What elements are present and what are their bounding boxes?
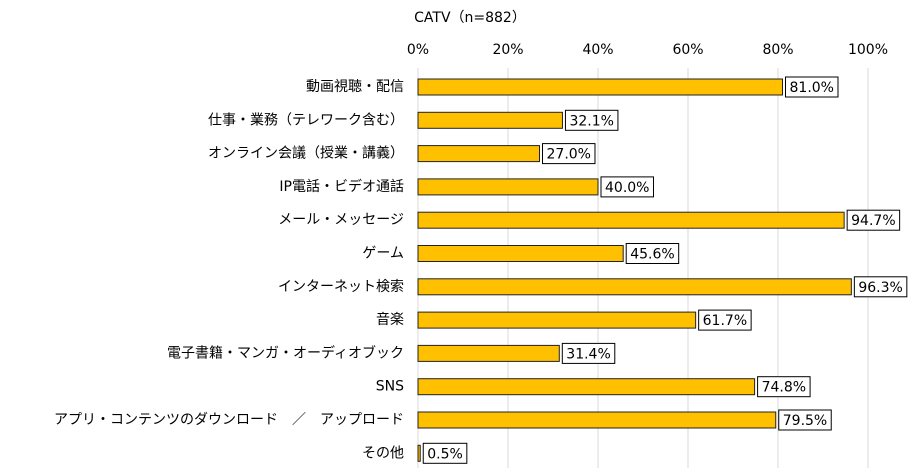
- y-tick-label: 動画視聴・配信: [306, 79, 404, 95]
- x-tick-label: 40%: [582, 42, 613, 58]
- bar: [417, 145, 540, 163]
- data-label-box: [698, 309, 752, 331]
- data-label: 61.7%: [703, 313, 747, 329]
- data-label: 94.7%: [851, 213, 895, 229]
- bar: [417, 211, 845, 229]
- bar: [417, 378, 756, 396]
- y-tick-label: 仕事・業務（テレワーク含む）: [208, 112, 404, 128]
- y-tick-label: SNS: [376, 379, 404, 395]
- data-label-box: [785, 76, 839, 98]
- data-label-box: [853, 276, 908, 298]
- data-label-box: [846, 209, 901, 231]
- data-label-box: [564, 109, 619, 131]
- data-label-box: [625, 243, 680, 264]
- data-label: 0.5%: [427, 446, 463, 462]
- x-tick-label: 20%: [492, 42, 523, 58]
- bar: [417, 245, 624, 262]
- data-label: 96.3%: [858, 280, 902, 296]
- y-tick-label: オンライン会議（授業・講義）: [208, 145, 404, 162]
- bar: [417, 444, 421, 462]
- y-tick-label: IP電話・ビデオ通話: [279, 178, 404, 195]
- x-tick-label: 80%: [762, 42, 793, 58]
- data-label-box: [600, 176, 654, 198]
- data-label-box: [778, 409, 832, 431]
- data-label-box: [757, 376, 811, 398]
- chart-title: CATV（n=882）: [414, 10, 526, 26]
- data-label: 81.0%: [790, 80, 834, 96]
- y-tick-label: その他: [362, 445, 404, 461]
- data-label: 45.6%: [630, 247, 674, 263]
- data-label: 40.0%: [605, 180, 649, 196]
- data-label: 79.5%: [783, 413, 827, 429]
- data-label: 27.0%: [547, 147, 591, 163]
- bar: [417, 411, 777, 429]
- y-tick-label: インターネット検索: [278, 278, 404, 295]
- data-label-box: [542, 143, 596, 165]
- y-tick-label: アプリ・コンテンツのダウンロード ／ アップロード: [54, 412, 404, 428]
- bar: [417, 278, 852, 296]
- y-tick-label: メール・メッセージ: [278, 212, 404, 228]
- y-tick-label: 音楽: [376, 311, 404, 328]
- data-label: 32.1%: [569, 113, 613, 129]
- data-label: 74.8%: [762, 380, 806, 396]
- x-tick-label: 60%: [672, 42, 703, 58]
- data-label-box: [561, 342, 616, 364]
- bar: [417, 311, 697, 329]
- y-tick-label: 電子書籍・マンガ・オーディオブック: [167, 344, 404, 361]
- y-tick-label: ゲーム: [362, 246, 404, 262]
- x-tick-label: 0%: [407, 42, 429, 58]
- data-label: 31.4%: [566, 346, 610, 362]
- data-label-box: [422, 442, 468, 464]
- bar: [417, 344, 560, 362]
- bar: [417, 78, 783, 96]
- bar: [417, 111, 563, 129]
- x-tick-label: 100%: [848, 42, 888, 58]
- bar: [417, 178, 599, 196]
